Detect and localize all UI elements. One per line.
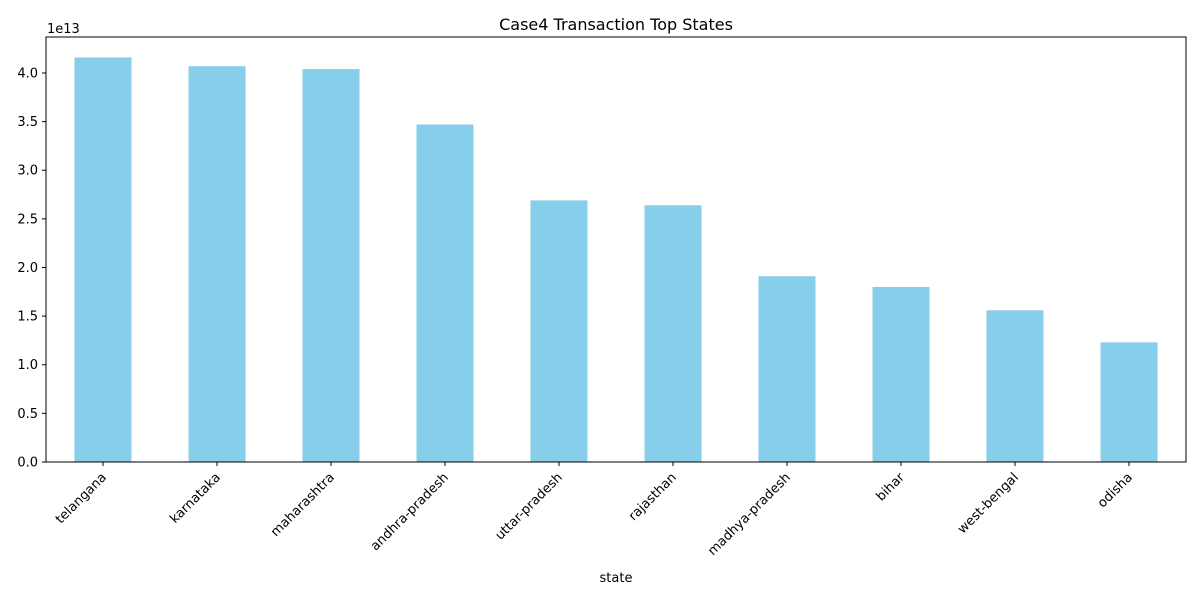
y-tick-label: 2.5 (17, 212, 38, 227)
x-tick-label: odisha (1095, 470, 1136, 511)
y-tick-label: 0.5 (17, 407, 38, 422)
bar-madhya-pradesh (758, 276, 816, 462)
x-tick-label: maharashtra (268, 470, 338, 540)
x-tick-label: west-bengal (955, 470, 1022, 537)
bar-andhra-pradesh (416, 124, 474, 463)
y-offset-label: 1e13 (47, 22, 80, 37)
plot-frame (45, 36, 1187, 463)
bar-telangana (74, 57, 132, 462)
y-tick-label: 3.5 (17, 115, 38, 130)
bar-odisha (1100, 342, 1158, 462)
x-axis-label: state (600, 571, 633, 586)
bar-rajasthan (644, 205, 702, 462)
x-tick-label: madhya-pradesh (705, 470, 794, 559)
x-tick-label: telangana (53, 470, 110, 527)
x-tick-label: bihar (874, 470, 909, 505)
x-tick-label: andhra-pradesh (368, 470, 452, 554)
y-tick-label: 1.0 (17, 358, 38, 373)
y-tick-label: 2.0 (17, 261, 38, 276)
bar-west-bengal (986, 310, 1044, 462)
x-tick-label: karnataka (167, 470, 224, 527)
y-tick-label: 0.0 (17, 456, 38, 471)
bars-group (74, 57, 1158, 463)
bar-karnataka (188, 66, 246, 462)
bar-maharashtra (302, 69, 360, 463)
bar-uttar-pradesh (530, 200, 588, 463)
chart-title: Case4 Transaction Top States (499, 15, 733, 34)
x-axis: telangana karnataka maharashtra andhra-prad… (53, 462, 1136, 559)
y-axis: 0.0 0.5 1.0 1.5 2.0 2.5 3.0 3.5 4.0 (17, 66, 46, 471)
y-tick-label: 4.0 (17, 66, 38, 81)
x-tick-label: uttar-pradesh (493, 470, 566, 543)
bar-bihar (872, 286, 930, 462)
x-tick-label: rajasthan (626, 470, 680, 524)
y-tick-label: 1.5 (17, 310, 38, 325)
y-tick-label: 3.0 (17, 164, 38, 179)
